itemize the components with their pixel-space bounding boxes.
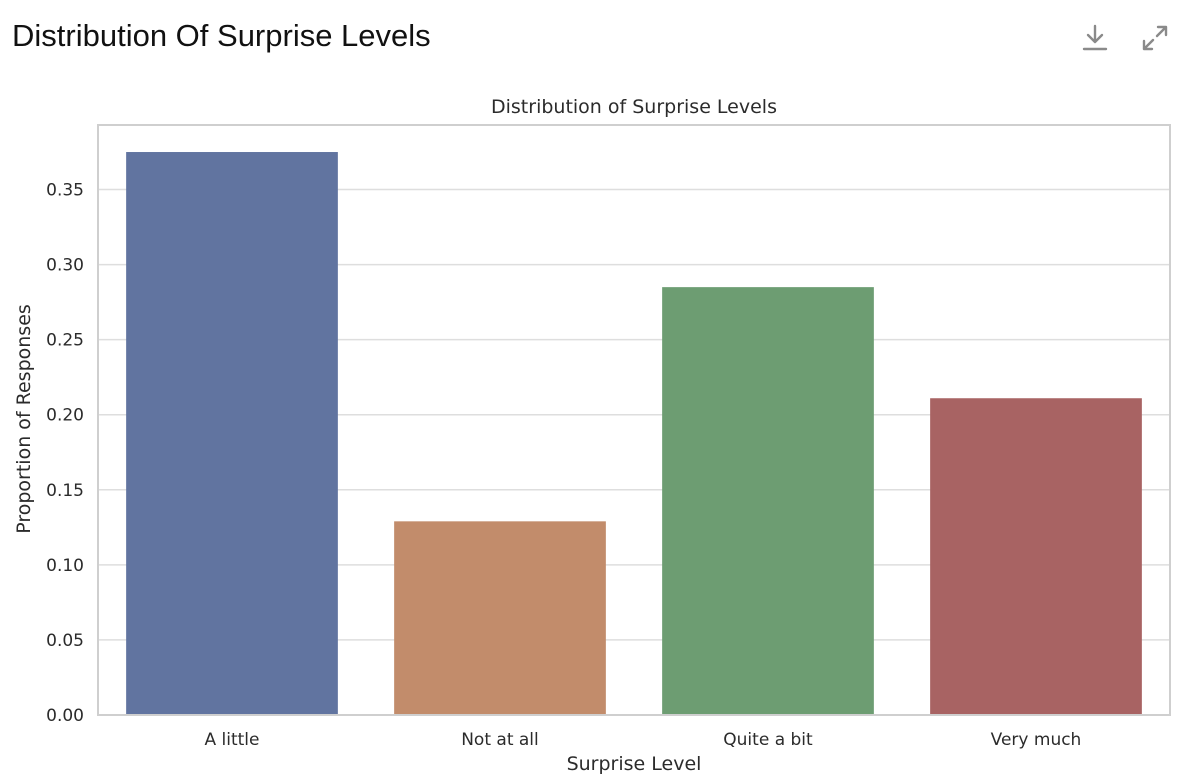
x-tick-label: Not at all [461, 730, 539, 750]
x-tick-label: A little [205, 730, 260, 750]
card-title: Distribution Of Surprise Levels [12, 18, 431, 53]
bars [126, 152, 1142, 716]
bar-not-at-all [394, 521, 606, 715]
download-button[interactable] [1078, 20, 1112, 56]
expand-button[interactable] [1138, 20, 1172, 56]
y-tick-label: 0.15 [46, 481, 84, 501]
y-tick-labels: 0.00 0.05 0.10 0.15 0.20 0.25 0.30 0.35 [46, 181, 84, 726]
bar-chart: 0.00 0.05 0.10 0.15 0.20 0.25 0.30 0.35 A littl… [13, 96, 1171, 775]
x-tick-label: Quite a bit [723, 730, 813, 750]
x-tick-label: Very much [991, 730, 1082, 750]
y-tick-label: 0.20 [46, 406, 84, 426]
bar-very-much [930, 398, 1142, 715]
bar-quite-a-bit [662, 287, 874, 715]
expand-icon [1142, 25, 1168, 51]
y-axis-label: Proportion of Responses [13, 304, 35, 534]
y-tick-label: 0.35 [46, 181, 84, 201]
chart-title: Distribution of Surprise Levels [491, 96, 777, 118]
x-axis-label: Surprise Level [567, 753, 702, 775]
plot-frame [97, 124, 1171, 716]
bar-a-little [126, 152, 338, 716]
y-tick-label: 0.30 [46, 256, 84, 276]
x-tick-labels: A little Not at all Quite a bit Very much [205, 730, 1082, 750]
y-tick-label: 0.25 [46, 331, 84, 351]
y-tick-label: 0.00 [46, 706, 84, 726]
download-icon [1082, 24, 1108, 51]
y-tick-label: 0.10 [46, 556, 84, 576]
y-tick-label: 0.05 [46, 631, 84, 651]
